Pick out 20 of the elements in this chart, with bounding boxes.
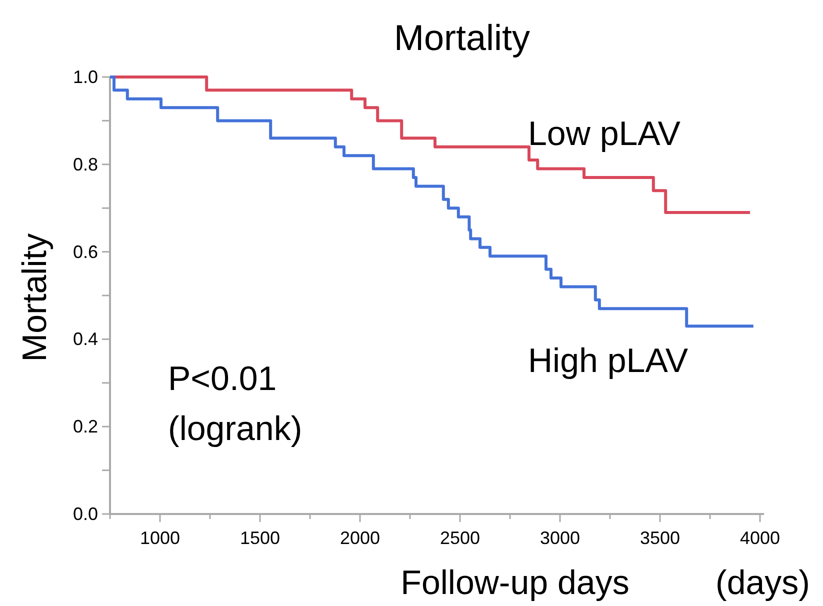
- x-tick-label: 3500: [640, 528, 680, 548]
- x-tick-label: 2000: [340, 528, 380, 548]
- series-label: Low pLAV: [528, 115, 681, 153]
- annotation: P<0.01 (logrank): [168, 360, 302, 448]
- text: (days): [716, 564, 810, 602]
- chart-title: Mortality: [394, 17, 530, 58]
- y-tick-label: 1.0: [72, 67, 98, 87]
- x-tick-label: 4000: [740, 528, 780, 548]
- series-label: High pLAV: [528, 342, 688, 380]
- y-tick-label: 0.4: [72, 329, 98, 350]
- x-tick-label: 2500: [440, 528, 480, 548]
- y-tick-label: 0.6: [72, 242, 98, 262]
- y-tick-label: 0.8: [72, 154, 98, 174]
- y-tick-label: 0.2: [72, 416, 98, 437]
- x-tick-label: 1000: [140, 528, 180, 548]
- x-tick-label: 1500: [240, 528, 280, 548]
- x-axis-title: Follow-up days: [400, 564, 630, 602]
- y-axis-title: Mortality: [16, 233, 54, 362]
- y-tick-label: 0.0: [72, 504, 98, 524]
- x-tick-label: 3000: [540, 528, 580, 548]
